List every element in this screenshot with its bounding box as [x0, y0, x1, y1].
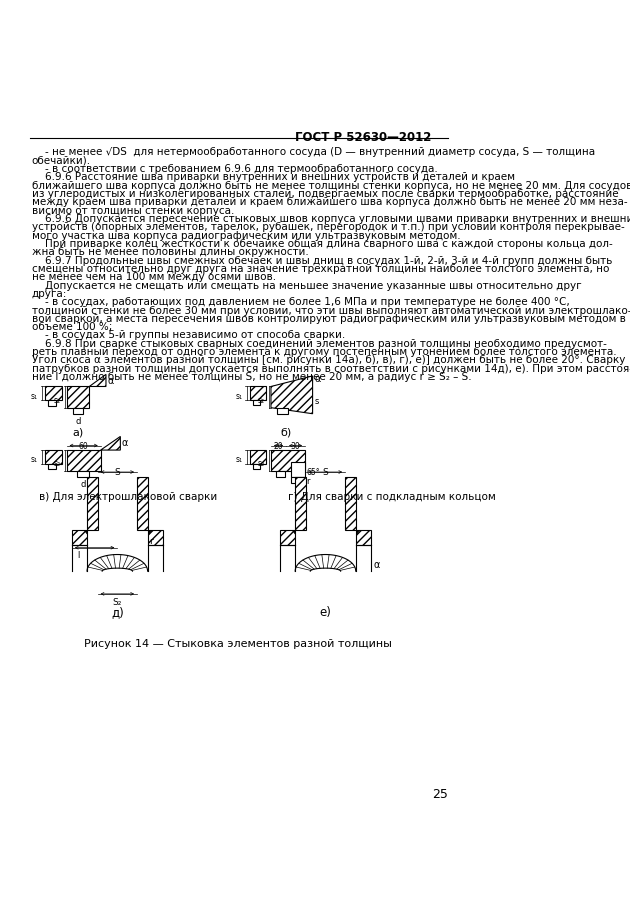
Bar: [295, 477, 306, 530]
Text: б): б): [280, 427, 292, 437]
Text: объеме 100 %;: объеме 100 %;: [32, 322, 112, 332]
Bar: [45, 450, 62, 464]
Text: r: r: [307, 477, 310, 487]
Text: г) Для сварки с подкладным кольцом: г) Для сварки с подкладным кольцом: [288, 492, 496, 502]
Bar: [253, 464, 260, 469]
Text: висимо от толщины стенки корпуса.: висимо от толщины стенки корпуса.: [32, 205, 234, 215]
Bar: [277, 408, 288, 414]
Text: s₁: s₁: [235, 456, 242, 465]
Text: 6.9.7 Продольные швы смежных обечаек и швы днищ в сосудах 1-й, 2-й, 3-й и 4-й гр: 6.9.7 Продольные швы смежных обечаек и ш…: [32, 256, 612, 266]
Text: жна быть не менее половины длины окружности.: жна быть не менее половины длины окружно…: [32, 247, 309, 257]
Bar: [72, 408, 83, 414]
Text: в) Для электрошлаковой сварки: в) Для электрошлаковой сварки: [39, 492, 217, 502]
Text: 65°: 65°: [307, 468, 320, 477]
Text: l: l: [77, 551, 79, 561]
Text: смещены относительно друг друга на значение трехкратной толщины наиболее толстог: смещены относительно друг друга на значе…: [32, 264, 609, 274]
Text: 60: 60: [79, 442, 88, 451]
Text: 6.9.6 Расстояние шва приварки внутренних и внешних устройств и деталей и краем: 6.9.6 Расстояние шва приварки внутренних…: [32, 173, 515, 183]
Text: обечайки).: обечайки).: [32, 155, 91, 165]
Text: из углеродистых и низколегированных сталей, подвергаемых после сварки термообраб: из углеродистых и низколегированных стал…: [32, 189, 619, 199]
Text: α: α: [374, 560, 381, 570]
Text: друга:: друга:: [32, 289, 67, 299]
Text: α: α: [108, 376, 114, 386]
Polygon shape: [292, 530, 295, 534]
Text: ние l должно быть не менее толщины S, но не менее 20 мм, а радиус r ≥ S₂ – S.: ние l должно быть не менее толщины S, но…: [32, 373, 471, 383]
Text: реть плавный переход от одного элемента к другому постепенным утонением более то: реть плавный переход от одного элемента …: [32, 347, 616, 357]
Text: 20: 20: [273, 442, 284, 451]
Polygon shape: [89, 374, 106, 386]
Text: S₂: S₂: [113, 598, 122, 606]
Bar: [356, 530, 371, 545]
Text: s₂: s₂: [54, 395, 60, 404]
Bar: [249, 386, 266, 400]
Text: Рисунок 14 — Стыковка элементов разной толщины: Рисунок 14 — Стыковка элементов разной т…: [84, 639, 392, 649]
Text: Допускается не смещать или смещать на меньшее значение указанные швы относительн: Допускается не смещать или смещать на ме…: [32, 280, 581, 290]
Text: α: α: [315, 374, 321, 384]
Polygon shape: [84, 530, 87, 534]
Bar: [345, 477, 356, 530]
Bar: [49, 400, 56, 406]
Text: r: r: [149, 537, 153, 546]
Text: s₂: s₂: [258, 459, 265, 468]
Text: устройств (опорных элементов, тарелок, рубашек, перегородок и т.п.) при условии : устройств (опорных элементов, тарелок, р…: [32, 222, 624, 232]
Text: α: α: [122, 438, 129, 448]
Text: не менее чем на 100 мм между осями швов.: не менее чем на 100 мм между осями швов.: [32, 272, 276, 282]
Bar: [275, 471, 285, 477]
Text: а): а): [72, 427, 84, 437]
Text: 6.9.8 При сварке стыковых сварных соединений элементов разной толщины необходимо: 6.9.8 При сварке стыковых сварных соедин…: [32, 339, 607, 349]
Bar: [87, 477, 98, 530]
Bar: [280, 530, 295, 545]
Text: - в сосудах, работающих под давлением не более 1,6 МПа и при температуре не боле: - в сосудах, работающих под давлением не…: [32, 297, 570, 307]
Bar: [271, 450, 305, 471]
Bar: [67, 450, 101, 471]
Text: При приварке колец жесткости к обечайке общая длина сварного шва с каждой сторон: При приварке колец жесткости к обечайке …: [32, 239, 612, 249]
Text: s₁: s₁: [235, 392, 242, 401]
Polygon shape: [271, 376, 312, 414]
Bar: [45, 386, 62, 400]
Bar: [292, 462, 305, 477]
Text: патрубков разной толщины допускается выполнять в соответствии с рисунками 14д), : патрубков разной толщины допускается вып…: [32, 363, 630, 373]
Bar: [77, 471, 89, 477]
Text: ГОСТ Р 52630—2012: ГОСТ Р 52630—2012: [295, 131, 432, 143]
Text: между краем шва приварки деталей и краем ближайшего шва корпуса должно быть не м: между краем шва приварки деталей и краем…: [32, 197, 627, 207]
Text: S: S: [323, 468, 328, 477]
Text: s₂: s₂: [54, 459, 60, 468]
Text: 6.9.6 Допускается пересечение стыковых швов корпуса угловыми швами приварки внут: 6.9.6 Допускается пересечение стыковых ш…: [32, 214, 630, 224]
Text: е): е): [319, 606, 331, 619]
Text: Угол скоса α элементов разной толщины [см. рисунки 14а), б), в), г), е)] должен : Угол скоса α элементов разной толщины [с…: [32, 355, 625, 365]
Bar: [253, 400, 260, 405]
Bar: [49, 464, 56, 469]
Text: ближайшего шва корпуса должно быть не менее толщины стенки корпуса, но не менее : ближайшего шва корпуса должно быть не ме…: [32, 181, 630, 191]
Bar: [137, 477, 147, 530]
Text: - в сосудах 5-й группы независимо от способа сварки.: - в сосудах 5-й группы независимо от спо…: [32, 331, 345, 341]
Text: S: S: [115, 468, 120, 477]
Text: d: d: [81, 480, 86, 489]
Bar: [249, 450, 266, 464]
Text: д): д): [111, 606, 123, 619]
Text: 30: 30: [290, 442, 300, 451]
Text: d: d: [75, 416, 81, 425]
Text: s₁: s₁: [31, 392, 38, 401]
Bar: [67, 386, 89, 408]
Text: s: s: [315, 397, 319, 406]
Bar: [147, 530, 163, 545]
Text: толщиной стенки не более 30 мм при условии, что эти швы выполняют автоматической: толщиной стенки не более 30 мм при услов…: [32, 306, 630, 316]
Text: вой сваркой, а места пересечения швов контролируют радиографическим или ультразв: вой сваркой, а места пересечения швов ко…: [32, 314, 626, 324]
Bar: [292, 477, 305, 483]
Polygon shape: [356, 530, 358, 534]
Text: 25: 25: [432, 789, 448, 802]
Text: s₂: s₂: [258, 395, 265, 404]
Text: s₁: s₁: [31, 456, 38, 465]
Text: мого участка шва корпуса радиографическим или ультразвуковым методом.: мого участка шва корпуса радиографически…: [32, 231, 461, 240]
Text: - в соответствии с требованием 6.9.6 для термообработанного сосуда.: - в соответствии с требованием 6.9.6 для…: [32, 164, 438, 174]
Bar: [72, 530, 87, 545]
Text: - не менее √DS  для нетермообработанного сосуда (D — внутренний диаметр сосуда, : - не менее √DS для нетермообработанного …: [32, 147, 595, 157]
Polygon shape: [147, 530, 151, 534]
Polygon shape: [101, 436, 120, 450]
